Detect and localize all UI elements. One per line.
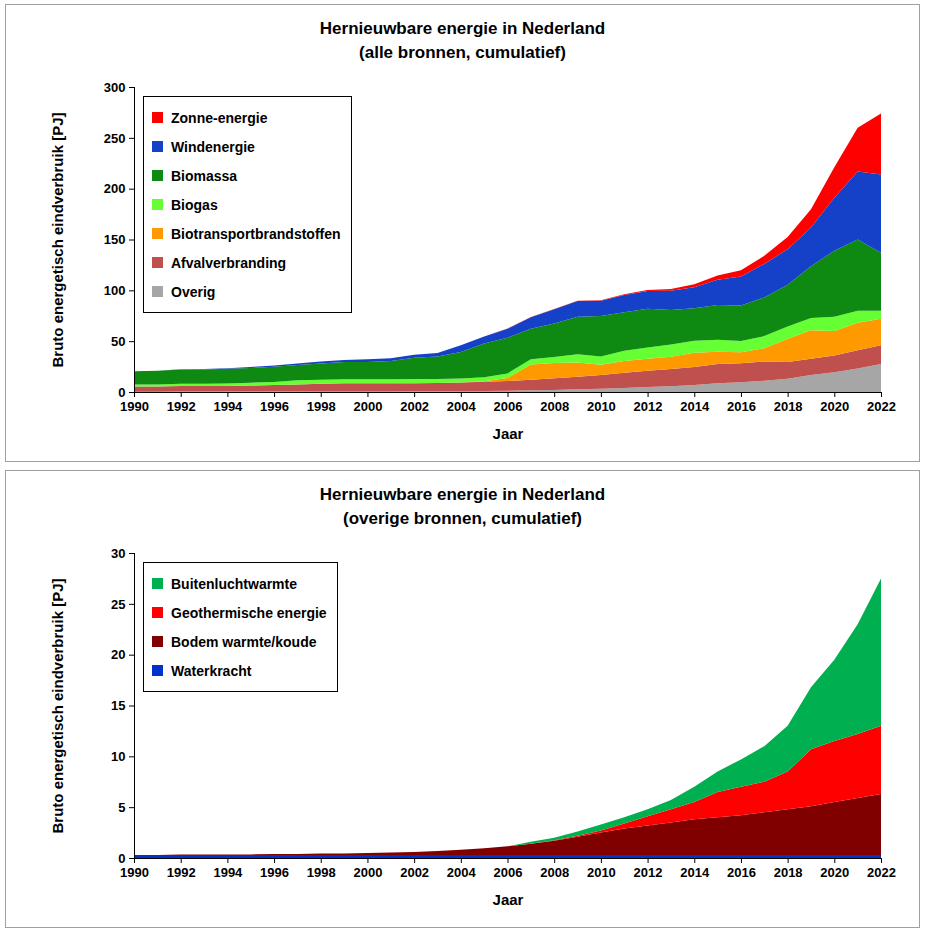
svg-text:2022: 2022	[867, 865, 896, 880]
html-text:Hernieuwbare energie in Nederl: Hernieuwbare energie in Nederland	[319, 485, 606, 504]
html-text:Biotransportbrandstoffen: Biotransportbrandstoffen	[171, 225, 341, 242]
svg-text:0: 0	[118, 385, 125, 400]
html-text:Afvalverbranding: Afvalverbranding	[171, 254, 287, 271]
svg-text:100: 100	[104, 283, 126, 298]
svg-text:2002: 2002	[400, 865, 429, 880]
svg-text:2018: 2018	[774, 865, 803, 880]
html-text:Waterkracht: Waterkracht	[171, 662, 252, 679]
html-text:Zonne-energie: Zonne-energie	[171, 109, 268, 126]
svg-text:2010: 2010	[587, 865, 616, 880]
svg-text:300: 300	[104, 80, 126, 95]
svg-text:2016: 2016	[727, 399, 756, 414]
html-text:(alle bronnen, cumulatief): (alle bronnen, cumulatief)	[359, 43, 566, 62]
svg-text:1996: 1996	[260, 865, 289, 880]
svg-text:0: 0	[118, 851, 125, 866]
svg-text:2002: 2002	[400, 399, 429, 414]
svg-text:5: 5	[118, 800, 125, 815]
svg-text:1994: 1994	[213, 399, 243, 414]
svg-text:2014: 2014	[680, 865, 710, 880]
svg-text:2006: 2006	[494, 399, 523, 414]
svg-text:1996: 1996	[260, 399, 289, 414]
svg-text:30: 30	[111, 546, 125, 561]
svg-text:1998: 1998	[307, 865, 336, 880]
svg-text:2008: 2008	[540, 399, 569, 414]
svg-text:150: 150	[104, 232, 126, 247]
svg-text:2022: 2022	[867, 399, 896, 414]
html-text:Buitenluchtwarmte: Buitenluchtwarmte	[171, 575, 297, 592]
svg-text:2004: 2004	[447, 399, 477, 414]
svg-text:1990: 1990	[120, 399, 149, 414]
svg-text:2004: 2004	[447, 865, 477, 880]
svg-text:15: 15	[111, 698, 125, 713]
svg-text:200: 200	[104, 181, 126, 196]
svg-text:2020: 2020	[820, 399, 849, 414]
html-text:Biomassa: Biomassa	[171, 167, 238, 184]
svg-text:2008: 2008	[540, 865, 569, 880]
svg-text:2020: 2020	[820, 865, 849, 880]
svg-text:Bruto energetisch eindverbruik: Bruto energetisch eindverbruik [PJ]	[49, 578, 66, 833]
svg-text:Bruto energetisch eindverbruik: Bruto energetisch eindverbruik [PJ]	[49, 112, 66, 367]
html-text:Windenergie: Windenergie	[171, 138, 255, 155]
svg-text:2000: 2000	[353, 399, 382, 414]
html-text:Geothermische energie: Geothermische energie	[171, 604, 327, 621]
html-text:Bodem warmte/koude: Bodem warmte/koude	[171, 633, 317, 650]
svg-text:2012: 2012	[634, 399, 663, 414]
html-text:Biogas: Biogas	[171, 196, 218, 213]
svg-text:1998: 1998	[307, 399, 336, 414]
svg-text:20: 20	[111, 647, 125, 662]
svg-text:2016: 2016	[727, 865, 756, 880]
svg-text:2010: 2010	[587, 399, 616, 414]
html-text:(overige bronnen, cumulatief): (overige bronnen, cumulatief)	[343, 509, 582, 528]
svg-text:1992: 1992	[167, 399, 196, 414]
svg-text:2006: 2006	[494, 865, 523, 880]
svg-text:2014: 2014	[680, 399, 710, 414]
svg-text:2012: 2012	[634, 865, 663, 880]
svg-text:1992: 1992	[167, 865, 196, 880]
svg-text:2018: 2018	[774, 399, 803, 414]
html-text:Overig: Overig	[171, 283, 216, 300]
svg-text:1990: 1990	[120, 865, 149, 880]
svg-text:2000: 2000	[353, 865, 382, 880]
svg-text:50: 50	[111, 334, 125, 349]
svg-text:Jaar: Jaar	[493, 891, 524, 908]
html-text:Hernieuwbare energie in Nederl: Hernieuwbare energie in Nederland	[319, 19, 606, 38]
svg-text:250: 250	[104, 130, 126, 145]
svg-text:25: 25	[111, 596, 125, 611]
svg-text:10: 10	[111, 749, 125, 764]
svg-text:1994: 1994	[213, 865, 243, 880]
svg-text:Jaar: Jaar	[493, 425, 524, 442]
